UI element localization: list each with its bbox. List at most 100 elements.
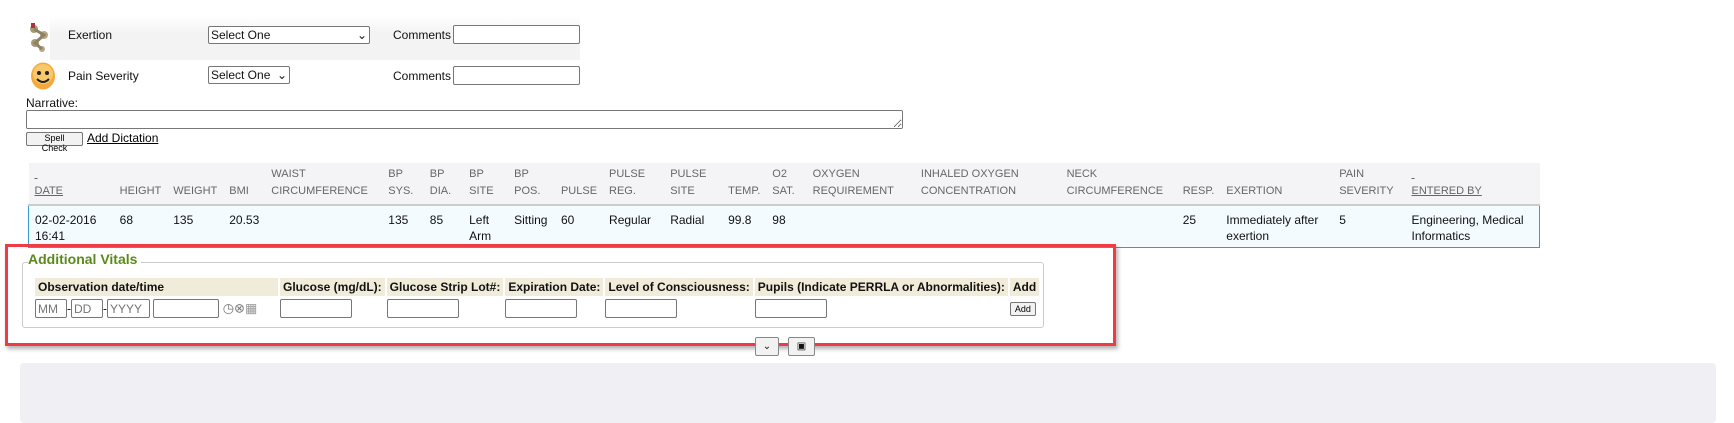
- header-line-2: DATE: [34, 185, 64, 197]
- header-line-2: TEMP.: [728, 185, 761, 197]
- pain-comments-input[interactable]: [453, 66, 580, 85]
- column-header[interactable]: ENTERED BY: [1405, 163, 1540, 206]
- save-button[interactable]: ▣: [788, 337, 815, 356]
- add-button[interactable]: Add: [1009, 302, 1036, 316]
- header-observation-datetime: Observation date/time: [35, 278, 278, 296]
- narrative-textarea[interactable]: [26, 110, 903, 129]
- header-line-2: CONCENTRATION: [920, 185, 1017, 197]
- calendar-icon[interactable]: ▦: [244, 300, 258, 316]
- table-cell: [265, 204, 383, 248]
- column-header: WAIST CIRCUMFERENCE: [265, 163, 383, 206]
- exertion-comments-label: Comments: [393, 28, 452, 42]
- clock-icon[interactable]: ◷: [222, 300, 235, 316]
- smiley-face-icon: [31, 62, 55, 90]
- highlight-box: [5, 244, 1116, 346]
- level-of-consciousness-input[interactable]: [605, 299, 678, 318]
- save-icon: ▣: [796, 341, 807, 352]
- header-line-1: PAIN: [1339, 168, 1365, 180]
- column-header: PAIN SEVERITY: [1333, 163, 1406, 206]
- header-line-1: PULSE: [609, 168, 646, 180]
- header-level-of-consciousness: Level of Consciousness:: [605, 278, 753, 296]
- glucose-input[interactable]: [280, 299, 352, 318]
- header-line-2: WEIGHT: [173, 185, 218, 197]
- vitals-history-table: DATE HEIGHT WEIGHT BMI WAIST CIRCUMFERENCE…: [27, 163, 1540, 248]
- day-input[interactable]: [71, 299, 103, 318]
- exertion-select[interactable]: Select One ⌄: [208, 26, 370, 44]
- table-row: 02-02-2016 16:41 68 135 20.53 135 85 Left Arm S…: [27, 204, 1540, 248]
- table-cell: [806, 204, 915, 248]
- header-line-2: HEIGHT: [119, 185, 162, 197]
- header-line-2: SITE: [670, 185, 695, 197]
- header-line-2: CIRCUMFERENCE: [1066, 185, 1164, 197]
- table-cell: 25: [1176, 204, 1221, 248]
- header-line-2: SYS.: [388, 185, 414, 197]
- pain-select-value: Select One: [211, 68, 271, 82]
- column-header: NECK CIRCUMFERENCE: [1060, 163, 1177, 206]
- glucose-strip-lot-input[interactable]: [386, 299, 459, 318]
- pain-comments-label: Comments: [393, 69, 452, 83]
- header-line-2: POS.: [514, 185, 541, 197]
- header-line-1: [173, 166, 217, 183]
- exertion-comments-input[interactable]: [453, 25, 580, 44]
- column-header: EXERTION: [1220, 163, 1334, 206]
- header-glucose-strip-lot: Glucose Strip Lot#:: [386, 278, 504, 296]
- year-input[interactable]: [107, 299, 150, 318]
- column-header: OXYGEN REQUIREMENT: [806, 163, 915, 206]
- table-cell: 99.8: [722, 204, 767, 248]
- header-glucose: Glucose (mg/dL):: [280, 278, 385, 296]
- header-line-1: OXYGEN: [812, 168, 860, 180]
- header-expiration-date: Expiration Date:: [505, 278, 604, 296]
- header-line-1: [1183, 166, 1215, 183]
- time-input[interactable]: [153, 299, 220, 318]
- header-line-2: SEVERITY: [1339, 185, 1394, 197]
- column-header: WEIGHT: [167, 163, 224, 206]
- table-cell: 135: [167, 204, 224, 248]
- table-cell: Left Arm: [463, 204, 509, 248]
- table-cell: Regular: [603, 204, 665, 248]
- additional-vitals-table: Observation date/time Glucose (mg/dL): G…: [33, 278, 1041, 318]
- header-pupils: Pupils (Indicate PERRLA or Abnormalities…: [754, 278, 1008, 296]
- header-line-1: PULSE: [670, 168, 707, 180]
- expiration-date-input[interactable]: [505, 299, 578, 318]
- table-cell: [1060, 204, 1177, 248]
- header-line-1: [728, 166, 760, 183]
- header-line-2: SAT.: [772, 185, 795, 197]
- table-cell: 135: [382, 204, 424, 248]
- chevron-down-icon: ⌄: [762, 341, 772, 352]
- spell-check-button[interactable]: Spell Check: [26, 132, 83, 153]
- table-cell: 85: [423, 204, 464, 248]
- header-line-1: [561, 166, 597, 183]
- table-cell: 5: [1333, 204, 1406, 248]
- pain-severity-label: Pain Severity: [68, 69, 139, 83]
- add-dictation-link[interactable]: Add Dictation: [87, 131, 159, 145]
- header-line-1: O2: [772, 168, 787, 180]
- pain-severity-select[interactable]: Select One ⌄: [208, 66, 290, 84]
- column-header: TEMP.: [722, 163, 767, 206]
- table-cell: 60: [554, 204, 604, 248]
- header-line-2: CIRCUMFERENCE: [271, 185, 368, 197]
- clear-icon[interactable]: ⊗: [234, 300, 245, 316]
- additional-vitals-input-row: -- ◷⊗▦ Add: [35, 296, 1039, 318]
- table-cell: Sitting: [508, 204, 555, 248]
- exertion-select-value: Select One: [211, 28, 271, 42]
- header-line-1: [120, 166, 162, 183]
- exertion-label: Exertion: [68, 28, 113, 42]
- next-section-panel: [20, 363, 1716, 423]
- column-header[interactable]: DATE: [28, 163, 114, 206]
- expand-down-button[interactable]: ⌄: [755, 337, 779, 356]
- pupils-input[interactable]: [754, 299, 827, 318]
- header-line-1: [1226, 166, 1327, 183]
- chevron-down-icon: ⌄: [276, 68, 287, 82]
- header-line-1: BP: [469, 168, 484, 180]
- table-cell: Engineering, Medical Informatics: [1405, 204, 1540, 248]
- column-header: BP SITE: [463, 163, 509, 206]
- header-add: Add: [1009, 278, 1040, 296]
- column-header: PULSE SITE: [664, 163, 723, 206]
- header-line-1: BP: [429, 168, 445, 180]
- header-line-2: EXERTION: [1226, 185, 1283, 197]
- column-header: O2 SAT.: [766, 163, 807, 206]
- table-cell: 02-02-2016 16:41: [27, 204, 114, 248]
- column-header: BMI: [223, 163, 266, 206]
- table-cell: [914, 204, 1061, 248]
- month-input[interactable]: [35, 299, 67, 318]
